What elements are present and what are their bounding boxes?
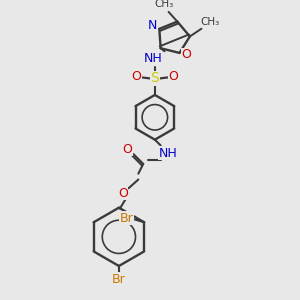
Text: CH₃: CH₃ (201, 17, 220, 27)
Text: NH: NH (143, 52, 162, 65)
Text: NH: NH (159, 147, 178, 160)
Text: O: O (123, 143, 133, 156)
Text: O: O (168, 70, 178, 83)
Text: N: N (148, 20, 157, 32)
Text: Br: Br (120, 212, 134, 225)
Text: CH₃: CH₃ (154, 0, 173, 9)
Text: O: O (131, 70, 141, 83)
Text: Br: Br (112, 273, 126, 286)
Text: O: O (182, 48, 191, 62)
Text: S: S (151, 71, 159, 85)
Text: O: O (118, 187, 128, 200)
